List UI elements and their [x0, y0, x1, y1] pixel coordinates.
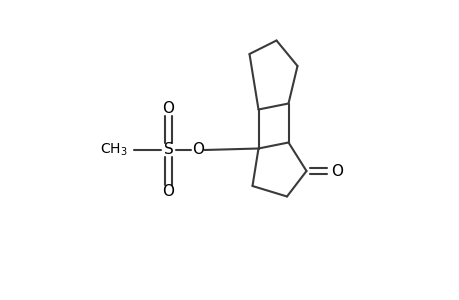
- Text: S: S: [163, 142, 173, 158]
- Text: O: O: [330, 164, 342, 178]
- Text: O: O: [191, 142, 203, 158]
- Text: O: O: [162, 184, 174, 199]
- Text: O: O: [162, 101, 174, 116]
- Text: CH$_3$: CH$_3$: [100, 142, 128, 158]
